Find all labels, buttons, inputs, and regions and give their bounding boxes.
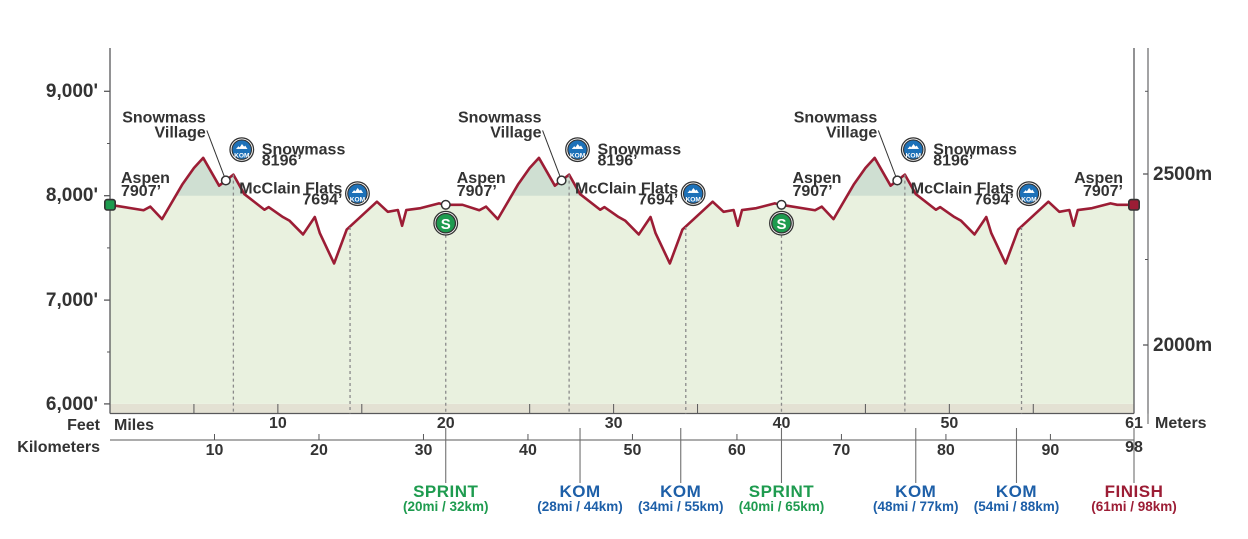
svg-text:KOM: KOM <box>350 197 366 204</box>
svg-text:8196’: 8196’ <box>598 153 638 170</box>
svg-text:KOM: KOM <box>1021 197 1037 204</box>
svg-text:50: 50 <box>624 442 642 459</box>
svg-text:(54mi / 88km): (54mi / 88km) <box>974 499 1060 514</box>
svg-text:80: 80 <box>937 442 955 459</box>
svg-text:Village: Village <box>155 125 206 142</box>
svg-text:Village: Village <box>826 125 877 142</box>
svg-text:KOM: KOM <box>234 153 250 160</box>
svg-text:10: 10 <box>206 442 224 459</box>
svg-text:90: 90 <box>1042 442 1060 459</box>
svg-text:(20mi / 32km): (20mi / 32km) <box>403 499 489 514</box>
svg-text:7907’: 7907’ <box>792 183 832 200</box>
svg-text:50: 50 <box>940 415 958 432</box>
svg-text:KOM: KOM <box>906 153 922 160</box>
svg-text:7907’: 7907’ <box>1083 183 1123 200</box>
svg-text:7907’: 7907’ <box>121 183 161 200</box>
svg-text:70: 70 <box>833 442 851 459</box>
svg-text:(40mi / 65km): (40mi / 65km) <box>739 499 825 514</box>
svg-text:30: 30 <box>605 415 623 432</box>
svg-text:(61mi / 98km): (61mi / 98km) <box>1091 499 1177 514</box>
svg-text:60: 60 <box>728 442 746 459</box>
svg-text:7907’: 7907’ <box>457 183 497 200</box>
svg-text:40: 40 <box>519 442 537 459</box>
svg-text:(28mi / 44km): (28mi / 44km) <box>537 499 623 514</box>
svg-text:Miles: Miles <box>114 417 154 434</box>
svg-text:8196’: 8196’ <box>262 153 302 170</box>
svg-text:30: 30 <box>415 442 433 459</box>
svg-text:KOM: KOM <box>685 197 701 204</box>
svg-text:10: 10 <box>269 415 287 432</box>
svg-text:20: 20 <box>310 442 328 459</box>
svg-text:2000m: 2000m <box>1153 335 1212 356</box>
svg-text:7694’: 7694’ <box>638 192 678 209</box>
svg-text:7694’: 7694’ <box>974 192 1014 209</box>
svg-text:Village: Village <box>490 125 541 142</box>
svg-text:Feet: Feet <box>67 417 101 434</box>
svg-text:S: S <box>776 216 786 233</box>
svg-text:8,000': 8,000' <box>46 185 98 206</box>
svg-text:8196’: 8196’ <box>933 153 973 170</box>
svg-text:S: S <box>441 216 451 233</box>
svg-text:7694’: 7694’ <box>302 192 342 209</box>
svg-text:6,000': 6,000' <box>46 394 98 415</box>
svg-text:Meters: Meters <box>1155 415 1207 432</box>
svg-text:2500m: 2500m <box>1153 164 1212 185</box>
svg-text:(48mi / 77km): (48mi / 77km) <box>873 499 959 514</box>
svg-text:9,000': 9,000' <box>46 81 98 102</box>
svg-text:7,000': 7,000' <box>46 290 98 311</box>
svg-text:Kilometers: Kilometers <box>17 439 100 456</box>
svg-text:(34mi / 55km): (34mi / 55km) <box>638 499 724 514</box>
svg-text:KOM: KOM <box>570 153 586 160</box>
